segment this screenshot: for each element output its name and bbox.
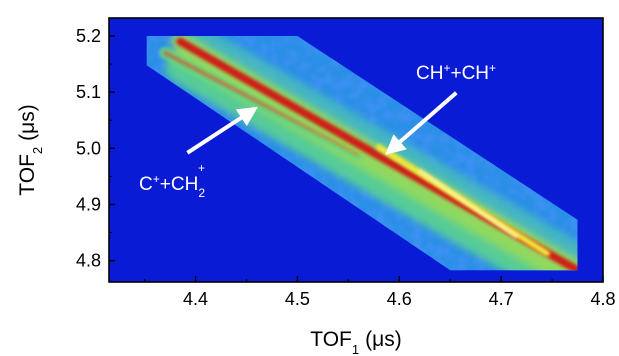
label-c-ch2-species-b: CH — [171, 174, 198, 195]
x-axis-label-main: TOF — [310, 328, 352, 351]
lower-green-band — [165, 52, 578, 271]
label-ch-ch: CH++CH+ — [416, 61, 496, 84]
label-c-ch2-species-a: C — [139, 174, 153, 195]
label-c-ch2-plus: + — [160, 174, 171, 195]
label-c-ch2: C++CH2+ — [139, 161, 205, 200]
y-axis-label: TOF2 (μs) — [16, 104, 45, 195]
y-tick-label: 5.1 — [76, 82, 101, 102]
label-ch-ch-plus: + — [450, 63, 461, 84]
x-tick-label: 4.6 — [387, 289, 412, 309]
label-ch-ch-charge-a: + — [443, 61, 450, 75]
label-c-ch2-subscript: 2 — [198, 186, 205, 200]
annotations: CH++CH+C++CH2+ — [139, 61, 496, 200]
x-tick-label: 4.5 — [285, 289, 310, 309]
label-ch-ch-species-a: CH — [416, 63, 443, 84]
x-tick-label: 4.8 — [590, 289, 615, 309]
main-ridge-core — [418, 169, 518, 239]
y-tick-label: 4.9 — [76, 194, 101, 214]
arrow-ch-ch — [385, 91, 458, 155]
x-tick-label: 4.7 — [489, 289, 514, 309]
label-c-ch2-charge-b: + — [198, 161, 205, 175]
label-ch-ch-species-b: CH — [462, 63, 489, 84]
y-axis-label-unit: (μs) — [16, 104, 39, 141]
plot-frame — [108, 17, 604, 283]
label-ch-ch-charge-b: + — [489, 61, 496, 75]
y-axis-label-sub: 2 — [30, 147, 45, 154]
y-axis: 4.8 4.9 5.0 5.1 5.2 — [76, 26, 115, 271]
upper-cyan-band — [169, 36, 578, 266]
x-axis-label-sub: 1 — [352, 342, 359, 356]
arrow-c-ch2 — [186, 106, 259, 155]
ridge-layer — [159, 36, 578, 271]
y-tick-label: 5.2 — [76, 26, 101, 46]
secondary-ridge-core — [163, 50, 361, 156]
y-tick-label: 4.8 — [76, 251, 101, 271]
x-axis-label: TOF1 (μs) — [310, 328, 401, 356]
y-axis-label-main: TOF — [16, 154, 39, 196]
x-tick-label: 4.4 — [183, 289, 208, 309]
label-c-ch2-charge-a: + — [153, 172, 160, 186]
y-tick-label: 5.0 — [76, 138, 101, 158]
x-axis-label-unit: (μs) — [365, 328, 402, 351]
x-axis: 4.4 4.5 4.6 4.7 4.8 — [144, 276, 616, 309]
